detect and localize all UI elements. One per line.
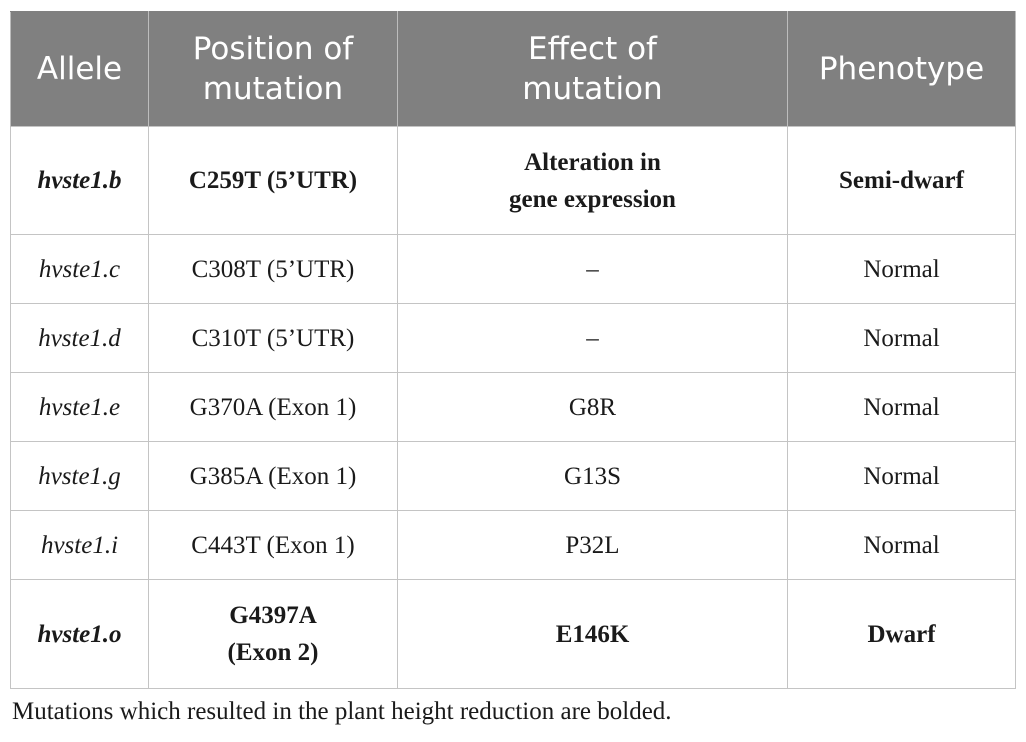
cell-phenotype: Semi-dwarf: [787, 126, 1016, 235]
header-allele: Allele: [10, 11, 149, 127]
cell-effect: E146K: [397, 579, 788, 689]
cell-allele: hvste1.b: [10, 126, 149, 235]
mutation-table: Allele Position of mutation Effect of mu…: [10, 11, 1016, 689]
header-phenotype: Phenotype: [787, 11, 1016, 127]
cell-phenotype: Normal: [787, 441, 1016, 511]
cell-position-line1: G4397A: [229, 602, 317, 629]
cell-effect-line2: gene expression: [509, 185, 676, 213]
header-phenotype-label: Phenotype: [818, 51, 985, 87]
table-header: Allele Position of mutation Effect of mu…: [10, 11, 1016, 127]
cell-effect: –: [397, 303, 788, 373]
cell-allele: hvste1.c: [10, 234, 149, 304]
header-position-line1: Position of: [192, 31, 354, 67]
mutation-table-container: Allele Position of mutation Effect of mu…: [10, 11, 1016, 689]
cell-phenotype: Normal: [787, 510, 1016, 580]
cell-allele: hvste1.i: [10, 510, 149, 580]
cell-position: C308T (5’UTR): [148, 234, 398, 304]
table-row: hvste1.d C310T (5’UTR) – Normal: [10, 303, 1016, 373]
cell-position-line1: C259T (5’UTR): [188, 167, 358, 194]
cell-phenotype: Normal: [787, 234, 1016, 304]
cell-effect: G8R: [397, 372, 788, 442]
cell-effect: –: [397, 234, 788, 304]
cell-position: C443T (Exon 1): [148, 510, 398, 580]
cell-position: C259T (5’UTR): [148, 126, 398, 235]
cell-effect: P32L: [397, 510, 788, 580]
table-row: hvste1.g G385A (Exon 1) G13S Normal: [10, 441, 1016, 511]
header-row: Allele Position of mutation Effect of mu…: [10, 11, 1016, 127]
table-row: hvste1.c C308T (5’UTR) – Normal: [10, 234, 1016, 304]
cell-phenotype: Normal: [787, 303, 1016, 373]
cell-position: C310T (5’UTR): [148, 303, 398, 373]
table-row: hvste1.o G4397A (Exon 2) E146K Dwarf: [10, 579, 1016, 689]
cell-position: G4397A (Exon 2): [148, 579, 398, 689]
cell-effect: G13S: [397, 441, 788, 511]
cell-position-line2: (Exon 2): [227, 639, 319, 666]
header-allele-label: Allele: [36, 51, 123, 87]
cell-effect-line1: Alteration in: [524, 148, 661, 176]
cell-position: G385A (Exon 1): [148, 441, 398, 511]
table-body: hvste1.b C259T (5’UTR) Alteration in gen…: [10, 126, 1016, 689]
cell-allele: hvste1.d: [10, 303, 149, 373]
table-row: hvste1.b C259T (5’UTR) Alteration in gen…: [10, 126, 1016, 235]
header-effect-line2: mutation: [522, 71, 663, 107]
header-position-line2: mutation: [202, 71, 344, 107]
cell-phenotype: Normal: [787, 372, 1016, 442]
cell-effect: Alteration in gene expression: [397, 126, 788, 235]
cell-phenotype: Dwarf: [787, 579, 1016, 689]
cell-allele: hvste1.e: [10, 372, 149, 442]
cell-position: G370A (Exon 1): [148, 372, 398, 442]
table-row: hvste1.e G370A (Exon 1) G8R Normal: [10, 372, 1016, 442]
table-row: hvste1.i C443T (Exon 1) P32L Normal: [10, 510, 1016, 580]
header-position: Position of mutation: [148, 11, 398, 127]
header-effect: Effect of mutation: [397, 11, 788, 127]
cell-allele: hvste1.g: [10, 441, 149, 511]
table-footnote: Mutations which resulted in the plant he…: [12, 698, 672, 725]
header-effect-line1: Effect of: [528, 31, 657, 67]
cell-allele: hvste1.o: [10, 579, 149, 689]
